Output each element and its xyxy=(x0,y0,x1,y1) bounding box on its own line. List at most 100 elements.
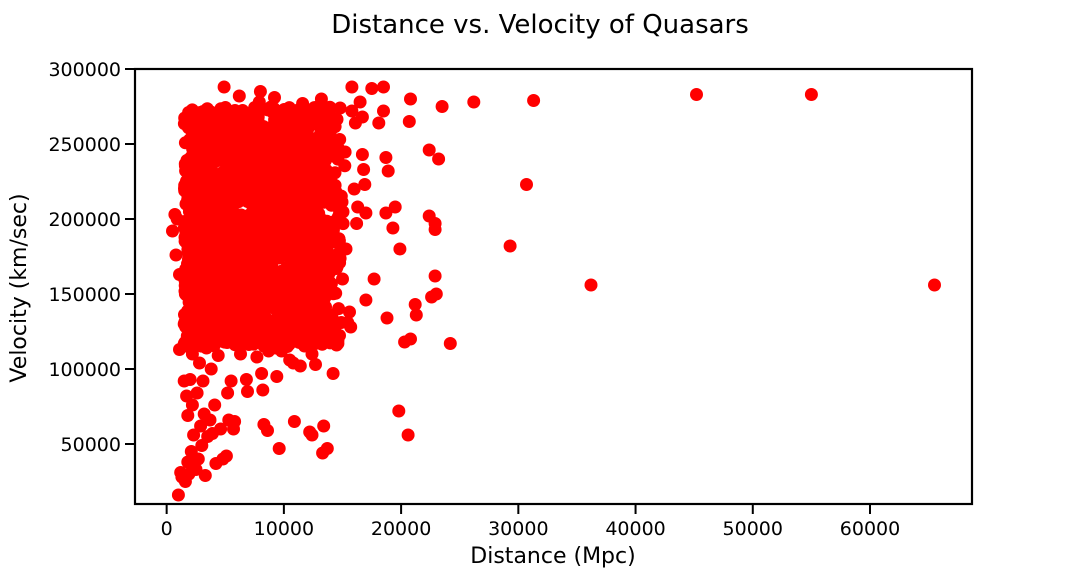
x-tick-label: 10000 xyxy=(254,518,314,540)
data-point xyxy=(316,446,330,460)
data-point xyxy=(244,332,258,346)
data-point xyxy=(503,239,517,253)
data-point xyxy=(253,205,267,219)
data-point xyxy=(268,91,281,104)
data-point xyxy=(184,254,198,268)
data-point xyxy=(355,148,369,161)
data-point xyxy=(232,238,246,252)
data-point xyxy=(272,282,286,296)
data-point xyxy=(228,253,242,267)
data-point xyxy=(202,326,216,340)
data-point xyxy=(198,231,212,245)
data-point xyxy=(256,383,270,397)
data-point xyxy=(187,428,201,442)
data-point xyxy=(242,286,256,300)
data-point xyxy=(422,209,436,223)
data-point xyxy=(213,209,227,223)
data-point xyxy=(171,488,185,502)
data-point xyxy=(305,287,319,301)
y-tick-label: 150000 xyxy=(48,284,121,306)
data-point xyxy=(218,335,232,349)
data-point xyxy=(208,398,222,412)
data-point xyxy=(347,182,361,196)
data-point xyxy=(281,222,295,236)
data-point xyxy=(305,347,319,361)
data-point xyxy=(333,133,347,146)
data-point xyxy=(222,413,236,427)
data-point xyxy=(377,80,390,94)
data-point xyxy=(209,457,223,470)
data-point xyxy=(372,116,386,130)
y-tick-label: 100000 xyxy=(48,359,121,381)
data-point xyxy=(264,321,278,335)
data-point xyxy=(232,89,246,103)
x-tick-label: 40000 xyxy=(605,518,665,540)
data-point xyxy=(217,80,231,94)
data-point xyxy=(224,130,238,143)
y-tick-label: 300000 xyxy=(48,59,121,81)
data-point xyxy=(322,266,336,280)
data-point xyxy=(224,374,238,388)
data-point xyxy=(338,145,352,159)
data-point xyxy=(312,148,326,161)
data-point xyxy=(231,195,245,209)
plot-frame xyxy=(133,67,974,506)
data-point xyxy=(435,100,449,113)
data-point xyxy=(323,107,337,121)
data-point xyxy=(277,307,291,320)
data-point xyxy=(169,248,183,262)
data-point xyxy=(311,273,325,287)
data-point xyxy=(428,269,442,283)
data-point xyxy=(328,166,342,180)
data-point xyxy=(239,373,253,386)
data-point xyxy=(266,214,280,228)
data-point xyxy=(291,189,305,203)
data-point xyxy=(196,374,210,388)
data-point xyxy=(211,349,225,362)
data-point xyxy=(248,253,262,267)
data-point xyxy=(350,217,364,230)
data-point xyxy=(282,158,296,172)
data-point xyxy=(309,358,322,371)
data-point xyxy=(690,88,703,101)
data-point xyxy=(313,317,327,331)
data-point xyxy=(188,208,202,222)
y-tick-label: 50000 xyxy=(61,434,121,456)
data-point xyxy=(467,95,481,109)
data-point xyxy=(338,159,352,173)
data-point xyxy=(308,218,322,232)
data-point xyxy=(283,111,297,125)
data-point xyxy=(293,224,307,238)
data-point xyxy=(287,415,301,428)
data-point xyxy=(287,284,301,298)
data-point xyxy=(292,152,306,165)
data-point xyxy=(181,160,195,174)
data-point xyxy=(267,137,281,151)
data-point xyxy=(178,287,192,301)
data-point xyxy=(300,328,314,341)
data-point xyxy=(181,455,195,469)
data-point xyxy=(302,110,315,124)
data-point xyxy=(280,126,294,140)
data-point xyxy=(166,224,179,238)
data-point xyxy=(228,167,242,181)
data-point xyxy=(283,232,297,246)
data-point xyxy=(184,445,198,458)
data-point xyxy=(294,134,308,148)
x-axis-label: Distance (Mpc) xyxy=(470,544,635,569)
data-point xyxy=(173,268,186,281)
data-point xyxy=(177,374,191,388)
data-point xyxy=(327,194,341,208)
data-point xyxy=(326,367,340,380)
data-point xyxy=(194,419,208,433)
data-point xyxy=(267,105,281,119)
data-point xyxy=(209,272,223,286)
y-tick-label: 200000 xyxy=(48,209,121,231)
data-point xyxy=(319,300,332,314)
data-point xyxy=(181,121,195,135)
data-point xyxy=(388,200,402,214)
data-point xyxy=(393,242,407,256)
data-point xyxy=(432,152,446,166)
data-point xyxy=(267,118,281,132)
data-point xyxy=(304,263,318,277)
